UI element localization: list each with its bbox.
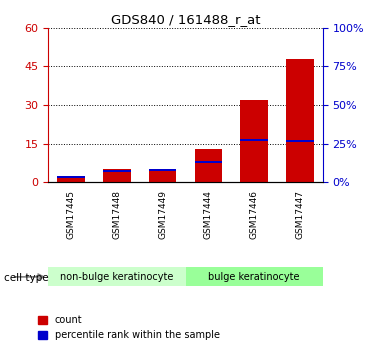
Bar [186, 267, 323, 286]
Bar [149, 169, 176, 171]
Bar [58, 176, 85, 178]
Bar [286, 59, 313, 182]
Bar [195, 160, 222, 162]
Bar [149, 169, 176, 182]
Bar [103, 169, 131, 182]
Bar [240, 100, 268, 182]
Text: non-bulge keratinocyte: non-bulge keratinocyte [60, 272, 174, 282]
Legend: count, percentile rank within the sample: count, percentile rank within the sample [38, 315, 220, 340]
Text: bulge keratinocyte: bulge keratinocyte [209, 272, 300, 282]
Bar [48, 267, 186, 286]
Bar [286, 140, 313, 142]
Bar [58, 177, 85, 182]
Bar [103, 170, 131, 172]
Bar [195, 149, 222, 182]
Text: cell type: cell type [4, 274, 48, 283]
Bar [240, 139, 268, 141]
Title: GDS840 / 161488_r_at: GDS840 / 161488_r_at [111, 13, 260, 27]
